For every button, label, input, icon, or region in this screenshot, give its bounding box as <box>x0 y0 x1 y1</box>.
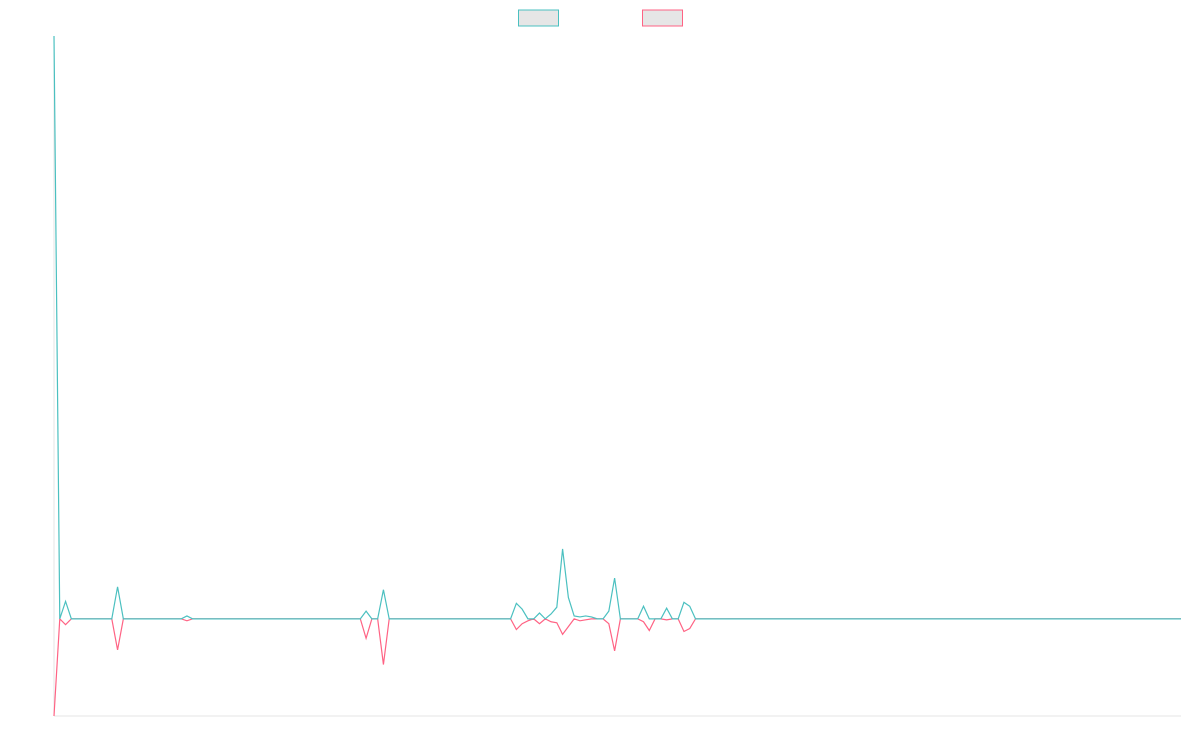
series-layer <box>53 35 1181 717</box>
series-line-1 <box>53 35 1181 620</box>
legend-swatch-1[interactable] <box>518 9 559 27</box>
legend <box>518 9 683 27</box>
legend-swatch-2[interactable] <box>642 9 683 27</box>
series-line-2 <box>53 617 1181 717</box>
